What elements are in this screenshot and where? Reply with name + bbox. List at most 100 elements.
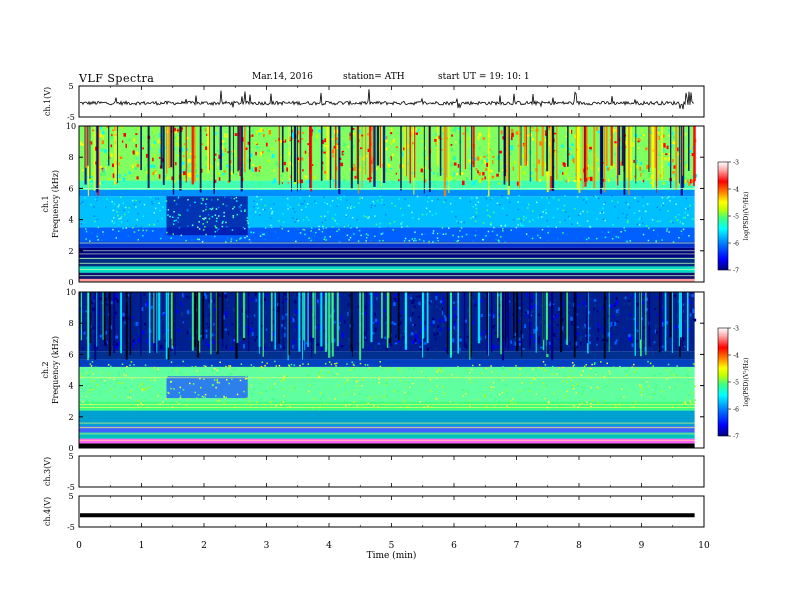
spectrogram-speckle [133,138,136,143]
spectrogram-speckle [203,292,207,296]
spectrogram-speckle [485,394,487,396]
x-tick-label: 3 [264,541,270,551]
spectrogram-streak [359,292,362,361]
spectrogram-speckle [577,214,580,217]
spectrogram-speckle [450,148,454,152]
spectrogram-speckle [273,169,275,172]
spectrogram-speckle [590,166,594,170]
spectrogram-speckle [230,240,232,243]
spectrogram-streak [382,126,386,184]
spectrogram-speckle [493,324,496,327]
spectrogram-speckle [668,152,671,156]
spectrogram-speckle [388,157,391,162]
spectrogram-speckle [283,327,286,330]
spectrogram-speckle [547,232,549,234]
spectrogram-speckle [314,200,316,203]
spectrogram-speckle [607,167,610,171]
spectrogram-speckle [233,338,236,342]
spectrogram-speckle [334,220,337,222]
spectrogram-speckle [186,136,189,139]
spectrogram-streak [239,126,242,177]
spectrogram-speckle [338,325,340,331]
spectrogram-speckle [284,347,287,350]
spectrogram-speckle [684,345,686,348]
spectrogram-speckle [287,145,290,147]
colorbar-label: log(PSD)(V²/Hz) [743,358,750,407]
spectrogram-speckle [100,172,103,177]
spectrogram-speckle [126,293,130,297]
spectrogram-speckle [531,310,534,313]
spectrogram-speckle [673,374,676,377]
spectrogram-speckle [318,129,321,133]
spectrogram-speckle [205,128,207,132]
spectrogram-speckle [457,221,459,224]
spectrogram-speckle [490,389,492,391]
spectrogram-speckle [356,380,359,382]
spectrogram-speckle [153,164,156,169]
spectrogram-streak [373,126,376,187]
spectrogram-speckle [385,321,388,326]
spectrogram-streak [529,126,531,182]
spectrogram-speckle [550,342,552,348]
spectrogram-streak [660,292,662,352]
spectrogram-speckle [496,156,500,160]
spectrogram-speckle [128,171,132,175]
spectrogram-speckle [456,172,458,176]
spectrogram-speckle [693,402,696,404]
spectrogram-speckle [81,143,84,147]
spectrogram-speckle [437,198,440,201]
spectrogram-speckle [120,215,123,218]
spectrogram-speckle [203,365,205,367]
spectrogram-speckle [375,292,377,297]
spectrogram-speckle [335,364,337,367]
spectrogram-speckle [453,306,456,311]
spectrogram-streak [450,292,452,355]
spectrogram-speckle [346,234,349,237]
spectrogram-speckle [252,231,255,234]
spectrogram-speckle [100,148,103,152]
spectrogram-speckle [90,389,93,391]
spectrogram-speckle [601,334,604,340]
spectrogram-speckle [415,239,417,242]
spectrogram-speckle [475,230,477,232]
spectrogram-speckle [347,145,350,148]
spectrogram-speckle [268,302,270,306]
spectrogram-speckle [465,176,469,181]
spectrogram-speckle [400,223,402,225]
spectrogram-speckle [361,379,364,381]
spectrogram-speckle [568,217,571,220]
spectrogram-speckle [280,344,282,349]
spectrogram-streak [324,292,327,352]
spectrogram-speckle [374,327,377,333]
spectrogram-speckle [191,366,193,368]
spectrogram-speckle [239,340,243,343]
spectrogram-speckle [521,382,523,384]
spectrogram-speckle [378,381,380,384]
spectrogram-speckle [232,215,235,217]
spectrogram-speckle [682,228,685,231]
spectrogram-speckle [90,301,94,304]
spectrogram-speckle [159,344,163,350]
spectrogram-speckle [349,324,352,328]
spectrogram-speckle [334,362,336,365]
spectrogram-speckle [317,325,320,328]
spectrogram-speckle [96,196,98,199]
spectrogram-speckle [204,217,206,219]
spectrogram-speckle [329,235,331,238]
spectrogram-speckle [170,361,173,363]
spectrogram-streak [228,126,231,182]
spectrogram-streak [687,292,689,352]
spectrogram-speckle [154,154,156,158]
spectrogram-speckle [245,326,249,328]
spectrogram-speckle [450,144,453,146]
spectrogram-speckle [485,235,487,237]
spectrogram-speckle [482,367,485,369]
spectrogram-speckle [113,217,115,219]
spectrogram-speckle [123,133,127,137]
spectrogram-speckle [225,221,227,224]
spectrogram-speckle [142,136,144,139]
chart-title: VLF Spectra [79,72,155,85]
spectrogram-streak [89,292,92,344]
spectrogram-speckle [336,137,338,140]
spectrogram-speckle [508,300,511,303]
